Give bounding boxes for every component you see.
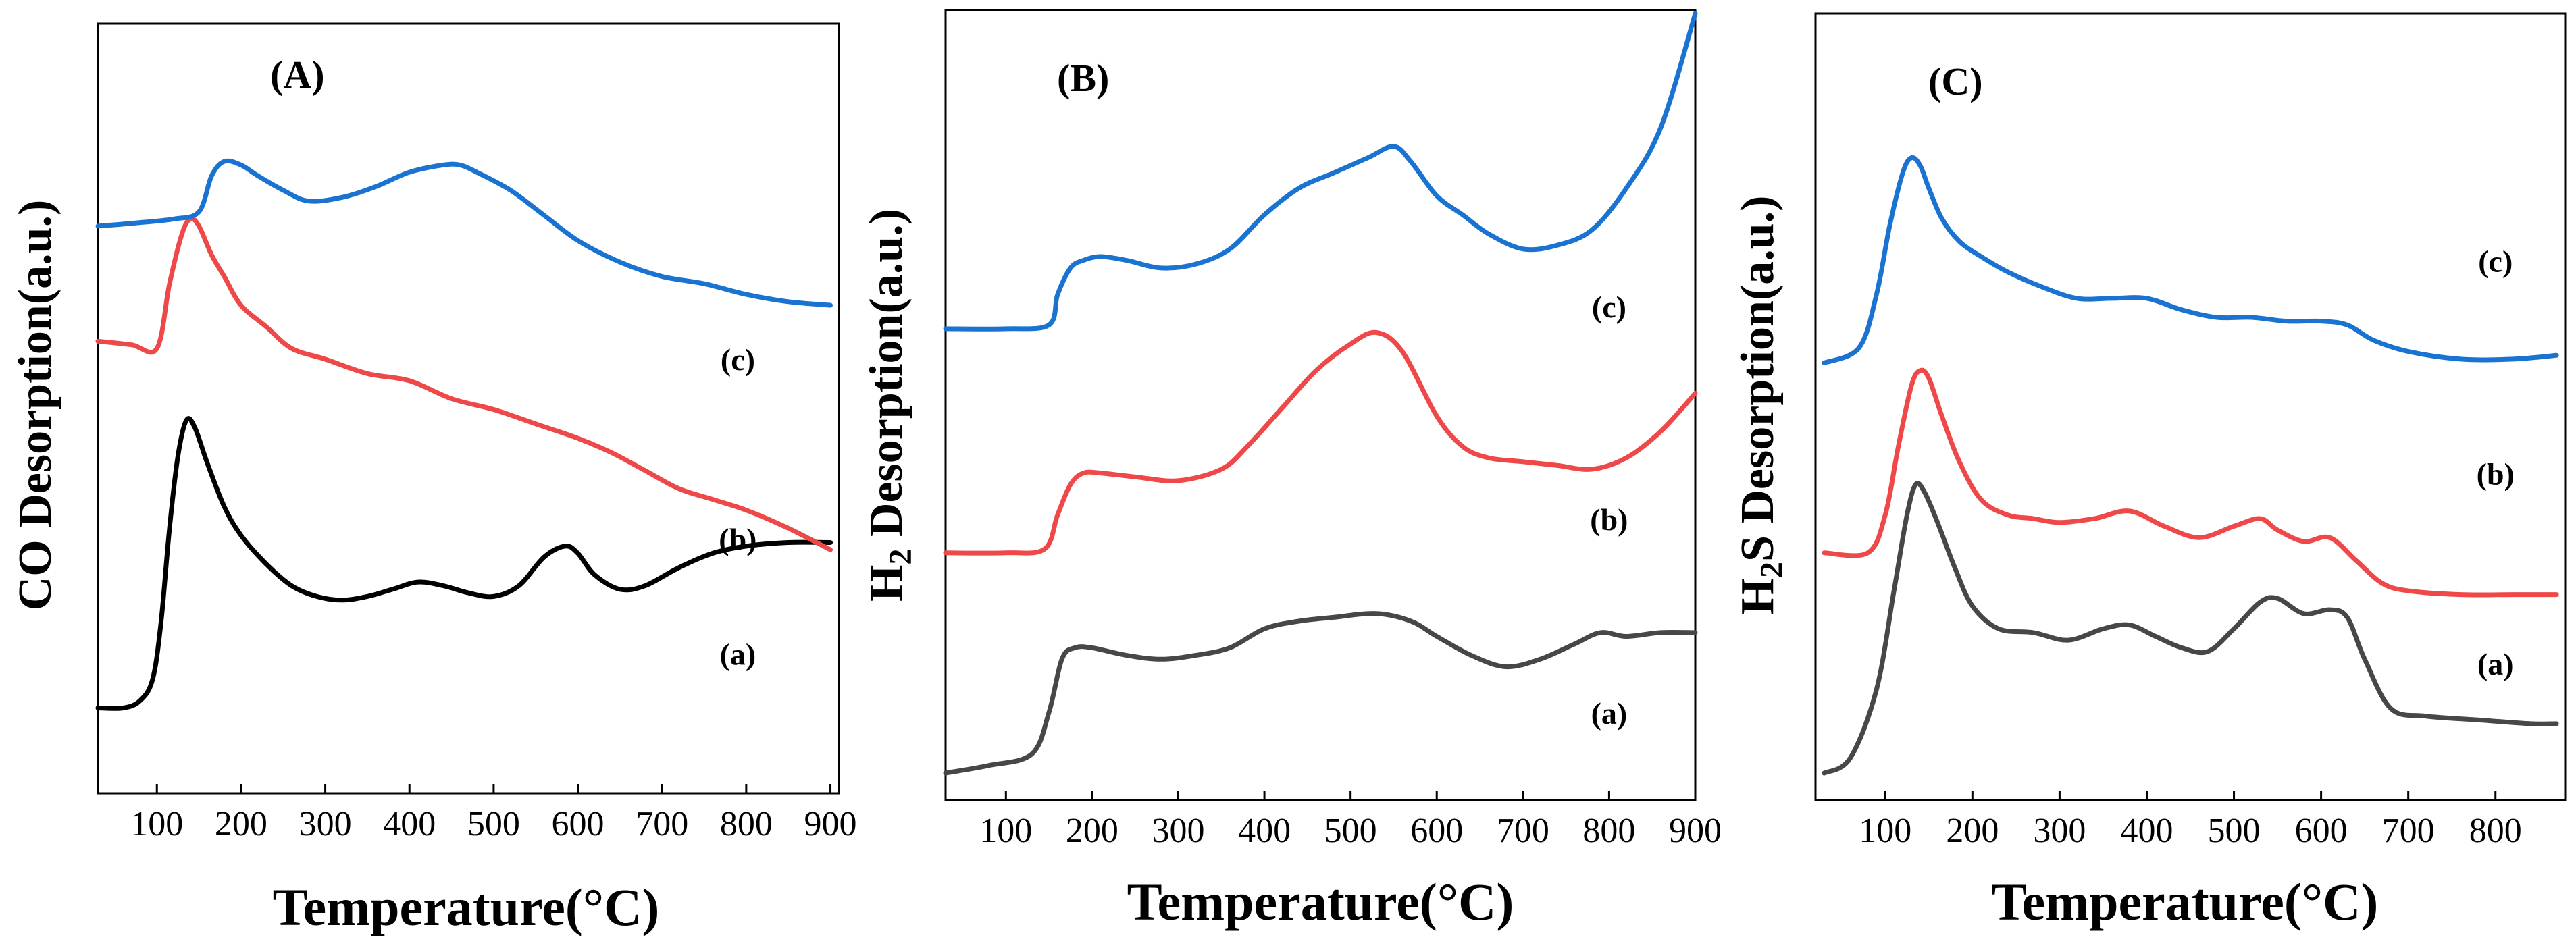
panel-a-x-tick-label: 500 [467, 805, 520, 843]
panel-b-annotation-c: (c) [1592, 290, 1626, 324]
panel-a-x-tick-label: 300 [299, 805, 352, 843]
panel-b-series-c-line [943, 11, 1698, 332]
panel-b-x-tick-label: 600 [1410, 812, 1463, 850]
panel-b-series-a-line [943, 611, 1698, 776]
panel-b-y-axis-label-rest: Desorption(a.u.) [860, 209, 912, 549]
panel-b-label: (B) [1057, 56, 1109, 100]
panel-c-x-tick-label: 800 [2469, 812, 2522, 850]
panel-c-x-tick-label: 100 [1859, 812, 1911, 850]
panel-b-x-tick-label: 100 [979, 812, 1032, 850]
panel-a-x-tick-label: 100 [130, 805, 183, 843]
panel-c-curves [1822, 155, 2559, 776]
panel-c-y-axis-label-rest: S Desorption(a.u.) [1732, 196, 1784, 562]
panel-a-x-tick-label: 800 [720, 805, 773, 843]
panel-c-x-tick-label: 500 [2208, 812, 2261, 850]
panel-b-annotation-b: (b) [1590, 502, 1628, 537]
panel-b-x-tick-label: 500 [1324, 812, 1377, 850]
panel-c-y-axis-label-main: H [1732, 578, 1784, 614]
panel-c-annotations: (c) (b) (a) [2477, 244, 2515, 681]
panel-c-x-ticks: 100 200 300 400 500 600 700 800 [1859, 791, 2522, 850]
panel-a-curves [95, 158, 833, 711]
panel-b-x-tick-label: 400 [1238, 812, 1291, 850]
panel-a-annotation-a: (a) [720, 637, 756, 672]
panel-c-label: (C) [1928, 59, 1983, 103]
panel-c-x-tick-label: 400 [2120, 812, 2173, 850]
panel-b-x-tick-label: 800 [1582, 812, 1635, 850]
panel-b-y-axis-label-main: H [860, 565, 912, 602]
panel-a-annotations: (c) (b) (a) [719, 342, 756, 672]
panel-c-y-axis-label: H2S Desorption(a.u.) [1732, 196, 1790, 615]
panel-c-series-c-line [1822, 155, 2559, 365]
panel-c: (C) H2S Desorption(a.u.) Temperature(°C)… [1732, 12, 2567, 931]
panel-c-x-tick-label: 700 [2382, 812, 2435, 850]
panel-a-series-b-line [95, 216, 833, 552]
panel-b-x-tick-label: 900 [1669, 812, 1722, 850]
panel-b-series-b-line [943, 329, 1698, 556]
panel-a: (A) CO Desorption(a.u.) Temperature(°C) … [9, 22, 857, 936]
panel-c-x-tick-label: 200 [1946, 812, 1999, 850]
panel-a-x-ticks: 100 200 300 400 500 600 700 800 900 [130, 784, 857, 843]
panel-b-frame [944, 9, 1697, 801]
panel-c-x-axis-label: Temperature(°C) [1992, 872, 2379, 931]
panel-b-annotation-a: (a) [1591, 696, 1628, 731]
panel-a-x-axis-label: Temperature(°C) [273, 878, 660, 936]
panel-b-annotations: (c) (b) (a) [1590, 290, 1628, 731]
panel-b: (B) H2 Desorption(a.u.) Temperature(°C) … [860, 9, 1722, 931]
panel-a-x-tick-label: 600 [552, 805, 604, 843]
panel-b-x-ticks: 100 200 300 400 500 600 700 800 900 [979, 791, 1722, 850]
panel-c-annotation-b: (b) [2477, 457, 2515, 492]
panel-a-annotation-c: (c) [721, 342, 755, 377]
panel-c-series-b-line [1822, 367, 2559, 598]
panel-b-x-axis-label: Temperature(°C) [1127, 872, 1514, 931]
panel-b-x-tick-label: 200 [1066, 812, 1118, 850]
panel-c-x-tick-label: 600 [2295, 812, 2348, 850]
panel-a-x-tick-label: 900 [804, 805, 857, 843]
panel-b-y-axis-label: H2 Desorption(a.u.) [860, 209, 919, 602]
panel-b-x-tick-label: 300 [1152, 812, 1204, 850]
panel-c-annotation-a: (a) [2477, 647, 2514, 681]
panel-b-y-axis-label-subscript: 2 [883, 549, 919, 565]
panel-a-x-tick-label: 400 [383, 805, 436, 843]
panel-a-label: (A) [270, 53, 325, 97]
panel-a-series-c-line [95, 158, 833, 308]
panel-c-annotation-c: (c) [2478, 244, 2513, 279]
panel-a-annotation-b: (b) [719, 522, 756, 556]
panel-c-x-tick-label: 300 [2033, 812, 2086, 850]
panel-a-x-tick-label: 700 [636, 805, 688, 843]
panel-b-x-tick-label: 700 [1497, 812, 1549, 850]
panel-c-y-axis-label-subscript: 2 [1754, 562, 1790, 578]
panel-a-series-a-line [95, 416, 833, 711]
panel-c-frame [1814, 12, 2567, 801]
panel-a-frame [97, 22, 840, 795]
panel-b-curves [943, 11, 1698, 776]
panel-a-y-axis-label: CO Desorption(a.u.) [9, 200, 61, 611]
panel-c-series-a-line [1822, 481, 2559, 776]
panel-a-x-tick-label: 200 [215, 805, 267, 843]
